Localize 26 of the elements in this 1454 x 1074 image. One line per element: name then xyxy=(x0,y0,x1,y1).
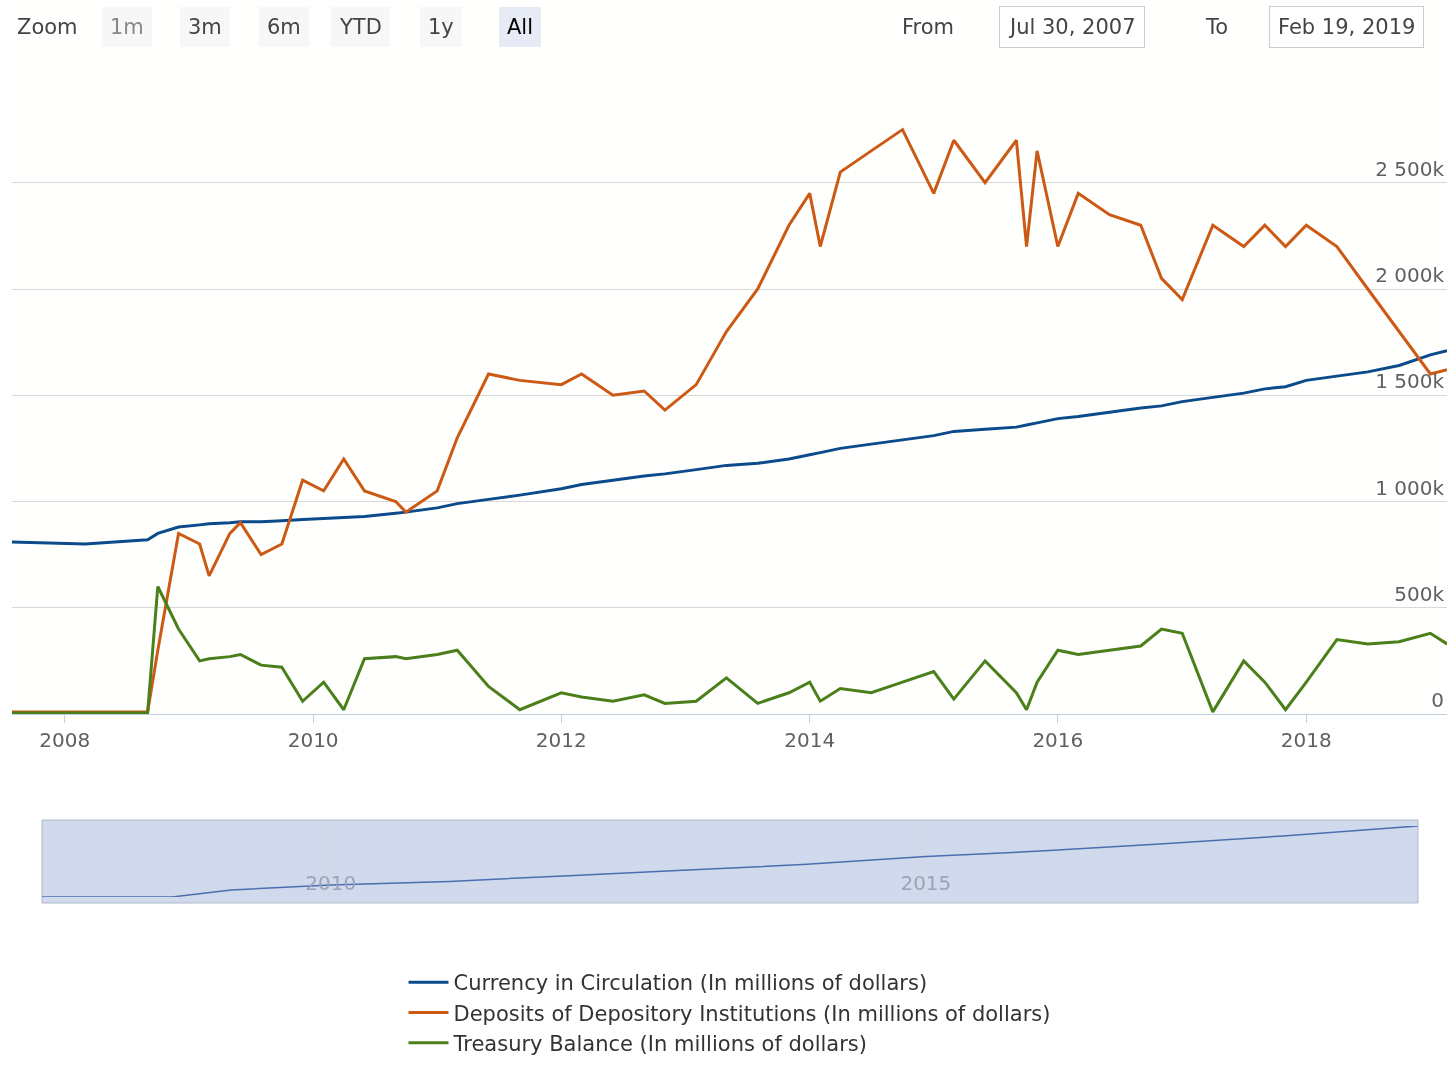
legend-label: Treasury Balance (In millions of dollars) xyxy=(452,1031,867,1056)
legend-label: Currency in Circulation (In millions of dollars) xyxy=(453,971,928,996)
x-tick-label: 2012 xyxy=(535,728,587,752)
annotation: All xyxy=(507,15,534,39)
annotation: 1y xyxy=(428,15,454,39)
annotation: Zoom xyxy=(17,15,78,39)
x-tick-label: 2008 xyxy=(39,728,91,752)
x-tick-label: 2010 xyxy=(287,728,339,752)
y-tick-label: 1 000k xyxy=(1375,475,1445,500)
y-tick-label: 2 000k xyxy=(1375,263,1445,287)
annotation: 1m xyxy=(110,15,144,39)
annotation: Jul 30, 2007 xyxy=(1008,15,1136,39)
x-tick-label: 2018 xyxy=(1280,728,1332,752)
y-tick-label: 1 500k xyxy=(1375,369,1445,394)
annotation: 3m xyxy=(188,15,222,39)
x-tick-label: 2014 xyxy=(784,728,836,752)
y-tick-label: 0 xyxy=(1431,688,1444,712)
x-tick-label: 2016 xyxy=(1032,728,1084,752)
annotation: Feb 19, 2019 xyxy=(1278,15,1416,39)
y-tick-label: 500k xyxy=(1394,581,1445,606)
annotation: YTD xyxy=(339,15,382,39)
legend-label: Deposits of Depository Institutions (In millions of dollars) xyxy=(453,1001,1051,1026)
y-tick-label: 2 500k xyxy=(1375,156,1445,181)
annotation: To xyxy=(1205,15,1229,39)
annotation: 6m xyxy=(267,15,301,39)
annotation: From xyxy=(902,15,955,39)
